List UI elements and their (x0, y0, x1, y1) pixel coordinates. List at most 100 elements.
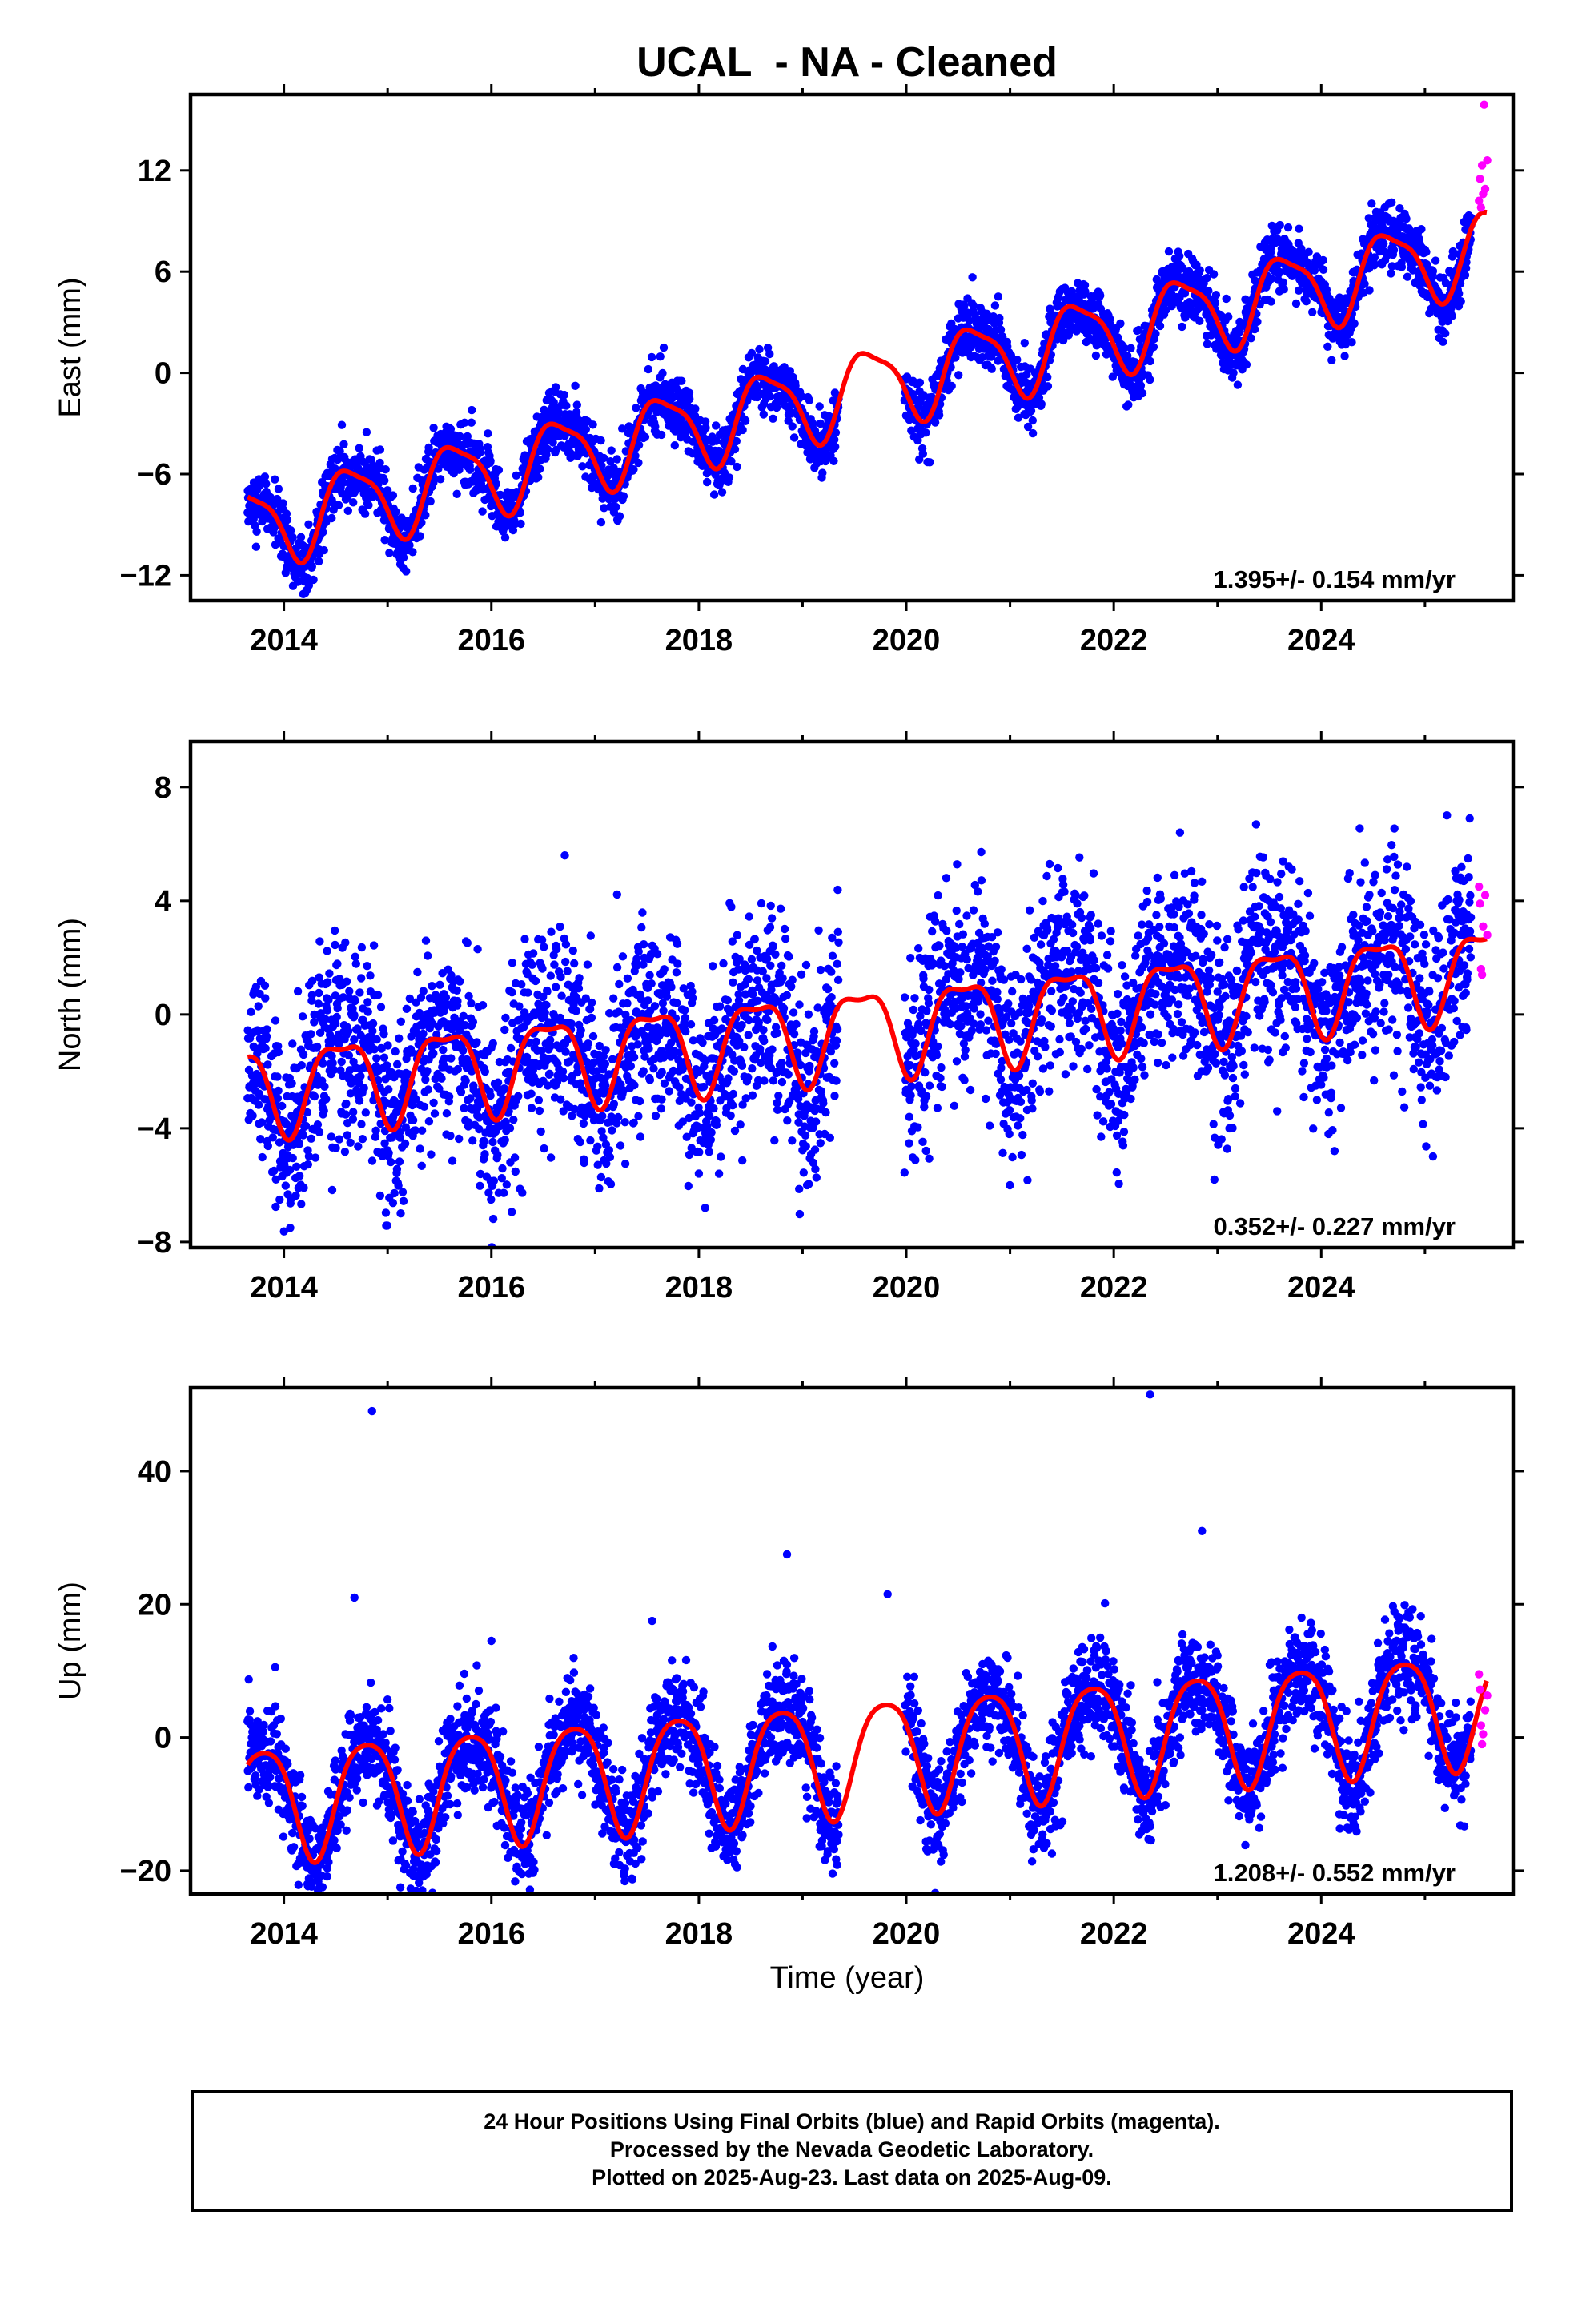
final-orbit-point (587, 1013, 596, 1023)
final-orbit-point (609, 994, 618, 1003)
final-orbit-point (480, 1150, 489, 1159)
final-orbit-point (493, 1151, 502, 1160)
final-orbit-point (532, 412, 541, 421)
final-orbit-point (670, 441, 679, 450)
final-orbit-point (319, 545, 328, 555)
final-orbit-point (818, 468, 827, 477)
final-orbit-point (1365, 286, 1374, 295)
final-orbit-point (364, 501, 373, 509)
final-orbit-point (379, 1030, 388, 1039)
final-orbit-point (350, 1011, 359, 1019)
final-orbit-point (1037, 400, 1046, 408)
final-orbit-point (348, 1115, 358, 1124)
final-orbit-point (561, 940, 571, 949)
final-orbit-point (681, 1006, 689, 1015)
final-orbit-point (299, 1050, 308, 1059)
final-orbit-point (703, 477, 712, 487)
final-orbit-point (609, 1100, 619, 1108)
final-orbit-point (510, 1153, 520, 1162)
final-orbit-point (408, 484, 417, 493)
final-orbit-point (637, 923, 646, 932)
final-orbit-point (633, 1040, 642, 1049)
final-orbit-point (831, 442, 840, 452)
final-orbit-point (456, 1088, 466, 1096)
y-tick-label: −6 (137, 458, 171, 492)
final-orbit-point (1155, 321, 1165, 331)
final-orbit-point (349, 498, 358, 507)
final-orbit-point (1124, 400, 1133, 409)
final-orbit-point (446, 424, 456, 433)
final-orbit-points (243, 811, 1476, 1248)
final-orbit-point (424, 443, 433, 452)
final-orbit-point (271, 1016, 280, 1025)
final-orbit-point (656, 1104, 665, 1113)
final-orbit-point (254, 1002, 263, 1011)
final-orbit-point (536, 464, 544, 473)
final-orbit-point (323, 1006, 332, 1015)
final-orbit-point (315, 937, 324, 946)
final-orbit-point (448, 1156, 457, 1165)
final-orbit-point (829, 456, 838, 465)
final-orbit-point (498, 1164, 507, 1173)
final-orbit-point (375, 445, 385, 454)
final-orbit-point (677, 376, 686, 385)
final-orbit-point (620, 1160, 630, 1168)
final-orbit-point (359, 1084, 368, 1092)
rate-annotation: 1.395+/- 0.154 mm/yr (1214, 565, 1456, 593)
final-orbit-point (550, 960, 559, 969)
final-orbit-point (288, 1039, 297, 1048)
final-orbit-point (436, 475, 445, 484)
final-orbit-point (581, 425, 590, 434)
final-orbit-point (595, 1184, 604, 1193)
final-orbit-point (319, 528, 327, 537)
final-orbit-point (395, 1157, 404, 1166)
final-orbit-point (505, 1124, 515, 1132)
final-orbit-point (561, 1047, 570, 1056)
final-orbit-point (363, 1007, 372, 1016)
final-orbit-point (429, 1098, 438, 1108)
final-orbit-point (656, 430, 666, 440)
final-orbit-point (260, 472, 270, 481)
final-orbit-point (380, 536, 389, 545)
final-orbit-point (452, 986, 461, 995)
final-orbit-point (393, 1059, 402, 1069)
final-orbit-point (572, 1007, 580, 1015)
final-orbit-point (478, 507, 487, 516)
final-orbit-point (534, 1096, 544, 1105)
final-orbit-point (372, 1054, 381, 1063)
final-orbit-point (612, 502, 620, 512)
final-orbit-point (510, 520, 520, 529)
final-orbit-point (291, 1191, 300, 1200)
final-orbit-point (571, 381, 580, 390)
final-orbit-point (524, 988, 532, 997)
final-orbit-point (681, 1013, 690, 1023)
final-orbit-point (278, 1101, 287, 1111)
final-orbit-point (1195, 266, 1204, 275)
final-orbit-point (331, 940, 339, 950)
final-orbit-point (567, 1019, 576, 1028)
final-orbit-point (473, 945, 482, 954)
final-orbit-point (969, 301, 978, 310)
final-orbit-point (391, 507, 400, 517)
final-orbit-point (1149, 343, 1158, 352)
final-orbit-point (1295, 286, 1303, 295)
x-tick-label: 2014 (250, 624, 318, 657)
rapid-orbit-point (1476, 175, 1484, 183)
final-orbit-point (600, 1059, 610, 1068)
final-orbit-point (588, 998, 596, 1007)
final-orbit-point (712, 421, 721, 430)
final-orbit-point (429, 424, 438, 432)
final-orbit-point (488, 1039, 497, 1048)
final-orbit-point (599, 453, 608, 463)
final-orbit-point (463, 939, 472, 947)
final-orbit-point (660, 965, 669, 974)
final-orbit-point (563, 967, 572, 975)
final-orbit-point (500, 1025, 509, 1035)
final-orbit-point (994, 292, 1003, 301)
final-orbit-point (560, 390, 568, 400)
final-orbit-point (436, 980, 444, 990)
final-orbit-point (363, 962, 371, 971)
final-orbit-point (460, 418, 469, 427)
final-orbit-point (357, 974, 366, 983)
